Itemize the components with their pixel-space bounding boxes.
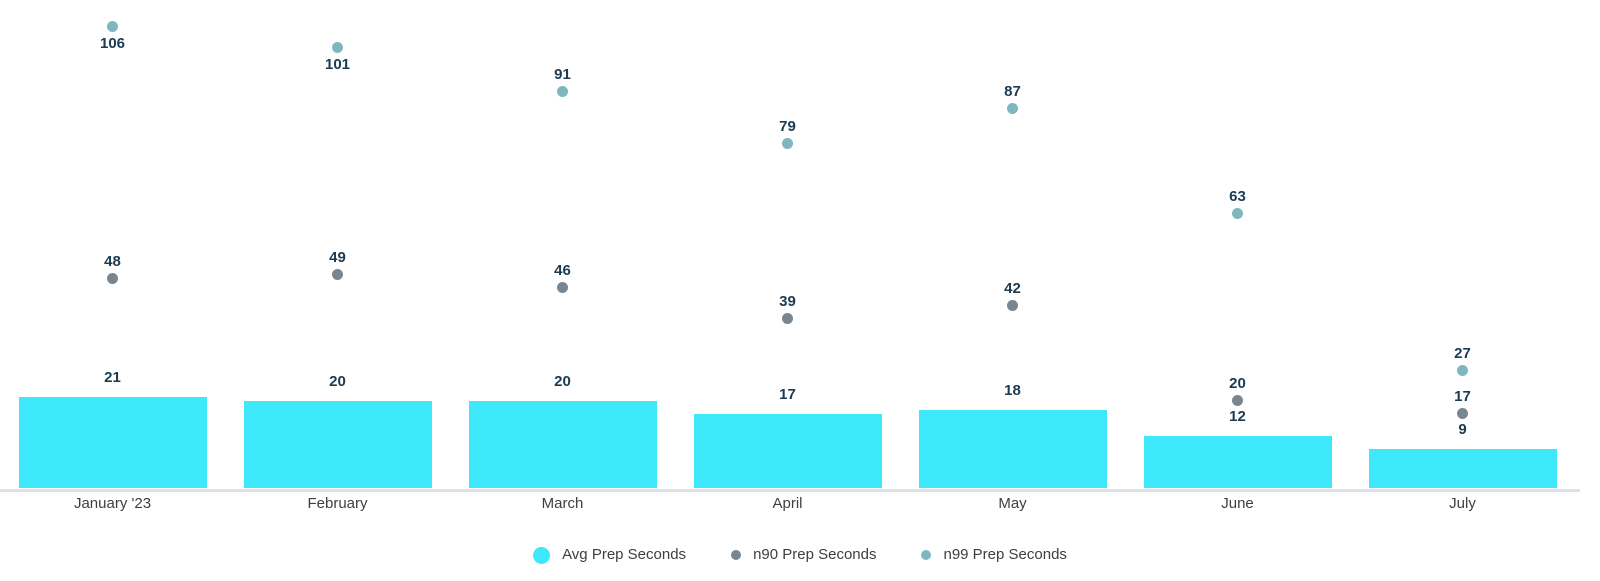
x-axis-label-may: May xyxy=(998,495,1027,512)
x-axis-label-june: June xyxy=(1221,495,1254,512)
bar-january-23[interactable] xyxy=(18,396,207,488)
x-axis-label-april: April xyxy=(772,495,803,512)
legend-marker-n99-prep-seconds-icon xyxy=(921,550,932,560)
legend-item-avg-prep-seconds[interactable]: Avg Prep Seconds xyxy=(533,545,686,565)
n90-point-july[interactable] xyxy=(1457,408,1468,420)
n90-value-label-march: 46 xyxy=(554,262,571,280)
n99-point-march[interactable] xyxy=(557,86,568,97)
legend-label-avg-prep-seconds: Avg Prep Seconds xyxy=(562,546,687,563)
bar-value-label-july: 9 xyxy=(1458,420,1467,438)
n90-point-february[interactable] xyxy=(332,269,343,280)
bar-value-label-june: 12 xyxy=(1229,407,1246,425)
bar-value-label-may: 18 xyxy=(1004,381,1021,399)
n90-value-label-june: 20 xyxy=(1229,375,1246,393)
x-axis-label-january-23: January '23 xyxy=(73,495,152,512)
n99-value-label-march: 91 xyxy=(554,66,571,83)
n90-value-label-july: 17 xyxy=(1454,388,1471,406)
n99-point-july[interactable] xyxy=(1457,364,1468,376)
n99-value-label-february: 101 xyxy=(324,56,351,74)
bar-value-label-april: 17 xyxy=(779,385,796,403)
n90-value-label-may: 42 xyxy=(1004,279,1021,297)
n90-value-label-february: 49 xyxy=(329,249,346,266)
legend-item-n90-prep-seconds[interactable]: n90 Prep Seconds xyxy=(731,545,876,565)
bar-february[interactable] xyxy=(243,400,432,488)
n99-point-may[interactable] xyxy=(1007,103,1018,115)
n99-point-january-23[interactable] xyxy=(107,20,118,32)
bar-june[interactable] xyxy=(1143,435,1332,488)
x-axis-line xyxy=(0,489,1580,492)
n99-value-label-april: 79 xyxy=(779,118,796,136)
n90-point-march[interactable] xyxy=(557,282,568,294)
x-axis-label-july: July xyxy=(1449,495,1476,512)
legend-label-n99-prep-seconds: n99 Prep Seconds xyxy=(943,546,1067,563)
n90-point-january-23[interactable] xyxy=(107,273,118,285)
n90-point-april[interactable] xyxy=(782,312,793,324)
legend: Avg Prep Seconds n90 Prep Seconds n99 Prep… xyxy=(0,544,1600,566)
bar-july[interactable] xyxy=(1368,448,1557,488)
n90-point-may[interactable] xyxy=(1007,299,1018,311)
legend-marker-avg-prep-seconds-icon xyxy=(533,546,551,564)
n99-value-label-june: 63 xyxy=(1229,188,1246,205)
legend-label-n90-prep-seconds: n90 Prep Seconds xyxy=(753,546,877,563)
n99-value-label-january-23: 106 xyxy=(99,34,126,52)
x-axis-label-february: February xyxy=(307,495,368,512)
bar-april[interactable] xyxy=(693,413,882,488)
x-axis-label-march: March xyxy=(541,495,584,512)
n90-value-label-april: 39 xyxy=(779,292,796,310)
n99-point-april[interactable] xyxy=(782,138,793,150)
bar-may[interactable] xyxy=(918,409,1107,488)
bar-value-label-march: 20 xyxy=(554,372,571,390)
n99-value-label-may: 87 xyxy=(1004,83,1021,101)
bar-march[interactable] xyxy=(468,400,657,488)
n99-point-june[interactable] xyxy=(1232,208,1243,219)
n99-point-february[interactable] xyxy=(332,42,343,54)
n90-point-june[interactable] xyxy=(1232,395,1243,407)
bar-value-label-january-23: 21 xyxy=(104,368,121,386)
n90-value-label-january-23: 48 xyxy=(104,253,121,271)
bar-value-label-february: 20 xyxy=(329,372,346,390)
legend-marker-n90-prep-seconds-icon xyxy=(731,550,742,560)
n99-value-label-july: 27 xyxy=(1454,344,1471,362)
legend-item-n99-prep-seconds[interactable]: n99 Prep Seconds xyxy=(921,545,1067,565)
